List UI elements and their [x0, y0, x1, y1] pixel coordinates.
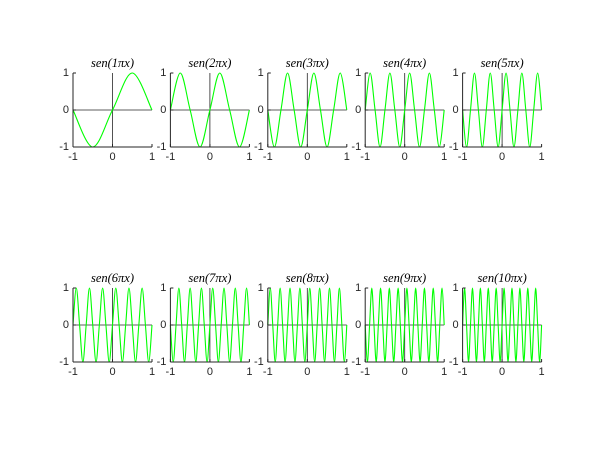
- x-tick-label: 0: [499, 366, 505, 378]
- x-tick-label: 0: [109, 151, 115, 163]
- y-tick-label: -1: [351, 141, 361, 153]
- curve: [364, 287, 445, 363]
- subplot: sen(6πx) -1 0 1 -1 0 1: [59, 271, 155, 378]
- x-tick-label: 1: [246, 151, 252, 163]
- subplot-title: sen(1πx): [91, 56, 134, 70]
- subplot: sen(3πx) -1 0 1 -1 0 1: [254, 56, 350, 163]
- x-tick-label: -1: [166, 151, 176, 163]
- x-tick-label: -1: [458, 151, 468, 163]
- subplot-title: sen(9πx): [383, 271, 426, 285]
- subplot-title: sen(2πx): [188, 56, 231, 70]
- y-tick-label: 0: [160, 104, 166, 116]
- x-tick-label: -1: [360, 151, 370, 163]
- y-tick-label: 1: [452, 67, 458, 79]
- subplot-title: sen(4πx): [383, 56, 426, 70]
- y-tick-label: 0: [63, 319, 69, 331]
- y-tick-label: -1: [157, 356, 167, 368]
- subplot-title: sen(7πx): [188, 271, 231, 285]
- subplot-title: sen(5πx): [481, 56, 524, 70]
- subplot: sen(4πx) -1 0 1 -1 0 1: [351, 56, 447, 163]
- curve: [169, 287, 250, 363]
- y-tick-label: 0: [258, 319, 264, 331]
- y-tick-label: 1: [258, 282, 264, 294]
- y-tick-label: -1: [59, 356, 69, 368]
- subplot: sen(7πx) -1 0 1 -1 0 1: [157, 271, 253, 378]
- y-tick-label: 0: [63, 104, 69, 116]
- x-tick-label: -1: [263, 366, 273, 378]
- subplot: sen(8πx) -1 0 1 -1 0 1: [254, 271, 350, 378]
- y-tick-label: 0: [355, 319, 361, 331]
- y-tick-label: 0: [258, 104, 264, 116]
- x-tick-label: -1: [68, 151, 78, 163]
- x-tick-label: 1: [246, 366, 252, 378]
- curve: [364, 72, 445, 148]
- y-tick-label: 1: [355, 282, 361, 294]
- y-tick-label: -1: [351, 356, 361, 368]
- x-tick-label: 0: [499, 151, 505, 163]
- y-tick-label: 1: [160, 282, 166, 294]
- x-tick-label: 0: [109, 366, 115, 378]
- x-tick-label: 0: [207, 151, 213, 163]
- x-tick-label: 1: [149, 151, 155, 163]
- curve: [462, 287, 543, 363]
- y-tick-label: 1: [63, 282, 69, 294]
- x-tick-label: 1: [441, 151, 447, 163]
- y-tick-label: 1: [160, 67, 166, 79]
- y-tick-label: -1: [254, 141, 264, 153]
- y-tick-label: 1: [63, 67, 69, 79]
- y-tick-label: 0: [355, 104, 361, 116]
- y-tick-label: -1: [157, 141, 167, 153]
- y-tick-label: 0: [160, 319, 166, 331]
- subplot-title: sen(6πx): [91, 271, 134, 285]
- curve: [72, 287, 153, 363]
- subplot: sen(1πx) -1 0 1 -1 0 1: [59, 56, 155, 163]
- x-tick-label: 0: [304, 366, 310, 378]
- subplot: sen(10πx) -1 0 1 -1 0 1: [449, 271, 545, 378]
- y-tick-label: -1: [449, 356, 459, 368]
- x-tick-label: 0: [402, 151, 408, 163]
- x-tick-label: 1: [539, 366, 545, 378]
- x-tick-label: -1: [166, 366, 176, 378]
- y-tick-label: 1: [258, 67, 264, 79]
- curve: [267, 287, 348, 363]
- curve: [169, 72, 250, 148]
- subplot: sen(5πx) -1 0 1 -1 0 1: [449, 56, 545, 163]
- curve: [72, 72, 153, 148]
- x-tick-label: 0: [304, 151, 310, 163]
- subplot-title: sen(10πx): [477, 271, 526, 285]
- y-tick-label: 1: [452, 282, 458, 294]
- subplot-title: sen(8πx): [286, 271, 329, 285]
- subplot-title: sen(3πx): [286, 56, 329, 70]
- subplot: sen(9πx) -1 0 1 -1 0 1: [351, 271, 447, 378]
- x-tick-label: 1: [441, 366, 447, 378]
- x-tick-label: 0: [207, 366, 213, 378]
- x-tick-label: -1: [68, 366, 78, 378]
- curve: [267, 72, 348, 148]
- curve: [462, 72, 543, 148]
- y-tick-label: 0: [452, 319, 458, 331]
- x-tick-label: 1: [149, 366, 155, 378]
- x-tick-label: 1: [344, 366, 350, 378]
- x-tick-label: 0: [402, 366, 408, 378]
- y-tick-label: -1: [254, 356, 264, 368]
- y-tick-label: 1: [355, 67, 361, 79]
- y-tick-label: 0: [452, 104, 458, 116]
- y-tick-label: -1: [449, 141, 459, 153]
- x-tick-label: 1: [344, 151, 350, 163]
- y-tick-label: -1: [59, 141, 69, 153]
- x-tick-label: -1: [458, 366, 468, 378]
- x-tick-label: 1: [539, 151, 545, 163]
- x-tick-label: -1: [263, 151, 273, 163]
- subplot: sen(2πx) -1 0 1 -1 0 1: [157, 56, 253, 163]
- x-tick-label: -1: [360, 366, 370, 378]
